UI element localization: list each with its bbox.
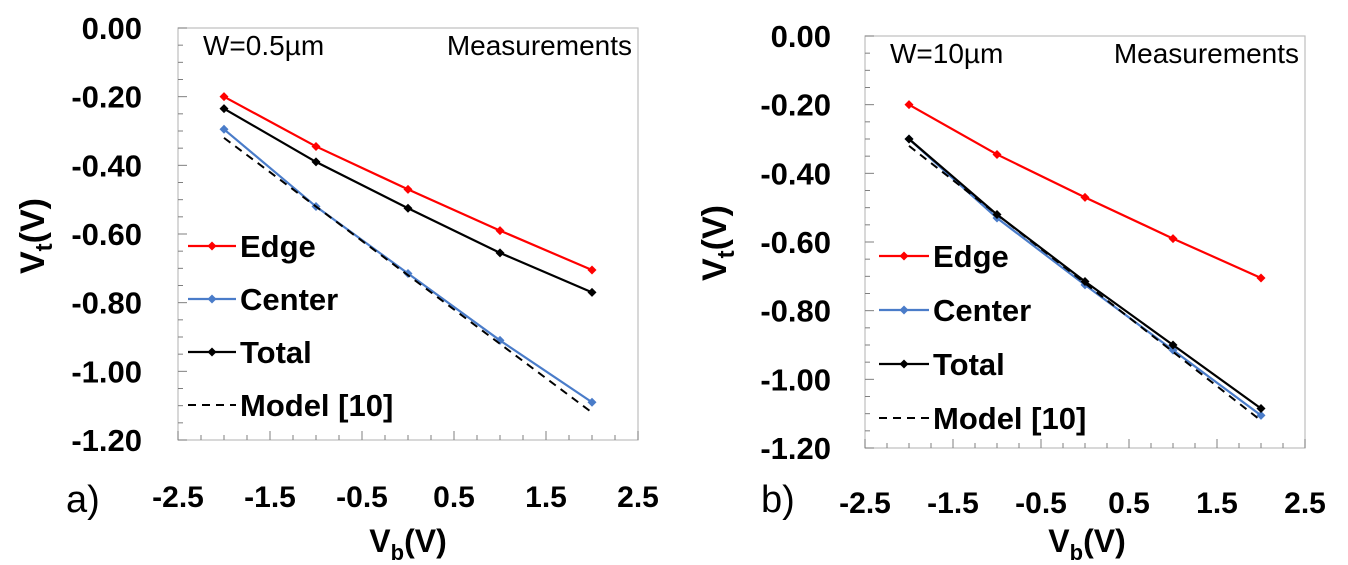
x-tick-label: 0.5	[1108, 487, 1150, 520]
legend-marker-center	[899, 305, 909, 315]
legend-marker-edge	[207, 241, 217, 251]
annotation-width: W=10µm	[890, 38, 1003, 69]
data-point-edge	[219, 92, 229, 102]
y-tick-label: -0.20	[71, 80, 142, 115]
y-tick-label: -1.20	[760, 431, 831, 466]
x-tick-label: 0.5	[433, 481, 475, 514]
chart-panel-b: 0.00 -0.20 -0.40 -0.60 -0.80 -1.00 -1.20-2.5 -1…	[696, 19, 1326, 565]
data-point-center	[1256, 410, 1266, 420]
y-tick-label: 0.00	[82, 11, 142, 46]
x-tick-label: -1.5	[927, 487, 979, 520]
legend-label-model-10: Model [10]	[240, 388, 393, 423]
series-line-total	[223, 107, 593, 294]
legend-label-center: Center	[240, 282, 338, 317]
legend-label-edge: Edge	[933, 239, 1009, 274]
y-axis-label: Vt(V)	[14, 198, 58, 274]
legend-marker-total	[207, 347, 217, 357]
legend-label-total: Total	[933, 347, 1005, 382]
data-point-total	[403, 203, 413, 213]
data-point-edge	[403, 184, 413, 194]
y-tick-label: -1.00	[71, 354, 142, 389]
data-point-edge	[1080, 192, 1090, 202]
legend-label-model-10: Model [10]	[933, 401, 1086, 436]
legend-marker-edge	[899, 251, 909, 261]
data-point-total	[1168, 340, 1178, 350]
legend-label-total: Total	[240, 335, 312, 370]
y-axis-label: Vt(V)	[696, 205, 740, 281]
x-tick-label: -2.5	[152, 481, 204, 514]
y-tick-label: -0.40	[760, 156, 831, 191]
series-line-model-10	[908, 145, 1262, 422]
x-tick-label: 1.5	[1196, 487, 1238, 520]
data-point-total	[219, 104, 229, 114]
data-point-total	[904, 134, 914, 144]
y-tick-label: -0.80	[71, 286, 142, 321]
data-point-edge	[587, 265, 597, 275]
legend-label-center: Center	[933, 293, 1031, 328]
data-point-edge	[311, 141, 321, 151]
x-tick-label: -0.5	[1015, 487, 1067, 520]
y-tick-label: -1.00	[760, 362, 831, 397]
x-tick-label: 2.5	[617, 481, 659, 514]
x-axis-label: Vb(V)	[369, 523, 446, 560]
annotation-width: W=0.5µm	[203, 30, 324, 61]
chart-panel-a: 0.00 -0.20 -0.40 -0.60 -0.80 -1.00 -1.20 -2.5 -1…	[14, 11, 659, 565]
x-tick-label: -2.5	[839, 487, 891, 520]
y-tick-label: -0.60	[760, 225, 831, 260]
data-point-total	[311, 157, 321, 167]
legend-label-edge: Edge	[240, 229, 316, 264]
y-tick-label: -0.60	[71, 217, 142, 252]
y-tick-label: -0.40	[71, 148, 142, 183]
x-tick-label: 1.5	[525, 481, 567, 514]
y-tick-label: -1.20	[71, 423, 142, 458]
data-point-edge	[495, 226, 505, 236]
data-point-center	[219, 124, 229, 134]
panel-label: b)	[761, 479, 795, 521]
x-tick-label: -1.5	[244, 481, 296, 514]
y-tick-label: -0.80	[760, 294, 831, 329]
panel-label: a)	[66, 479, 100, 521]
annotation-measurements: Measurements	[447, 30, 632, 61]
data-point-total	[587, 287, 597, 297]
data-point-total	[1256, 404, 1266, 414]
x-tick-label: -0.5	[336, 481, 388, 514]
legend-marker-center	[207, 294, 217, 304]
data-point-edge	[992, 149, 1002, 159]
y-tick-label: -0.20	[760, 88, 831, 123]
x-axis-label: Vb(V)	[1048, 523, 1125, 560]
x-tick-label: 2.5	[1284, 487, 1326, 520]
data-point-edge	[1168, 234, 1178, 244]
y-tick-label: 0.00	[771, 19, 831, 54]
legend-marker-total	[899, 359, 909, 369]
data-point-edge	[1256, 273, 1266, 283]
annotation-measurements: Measurements	[1114, 38, 1299, 69]
data-point-edge	[904, 100, 914, 110]
plot-area	[864, 35, 1306, 449]
data-point-center	[587, 397, 597, 407]
data-point-total	[495, 248, 505, 258]
series-line-model-10	[223, 137, 593, 414]
